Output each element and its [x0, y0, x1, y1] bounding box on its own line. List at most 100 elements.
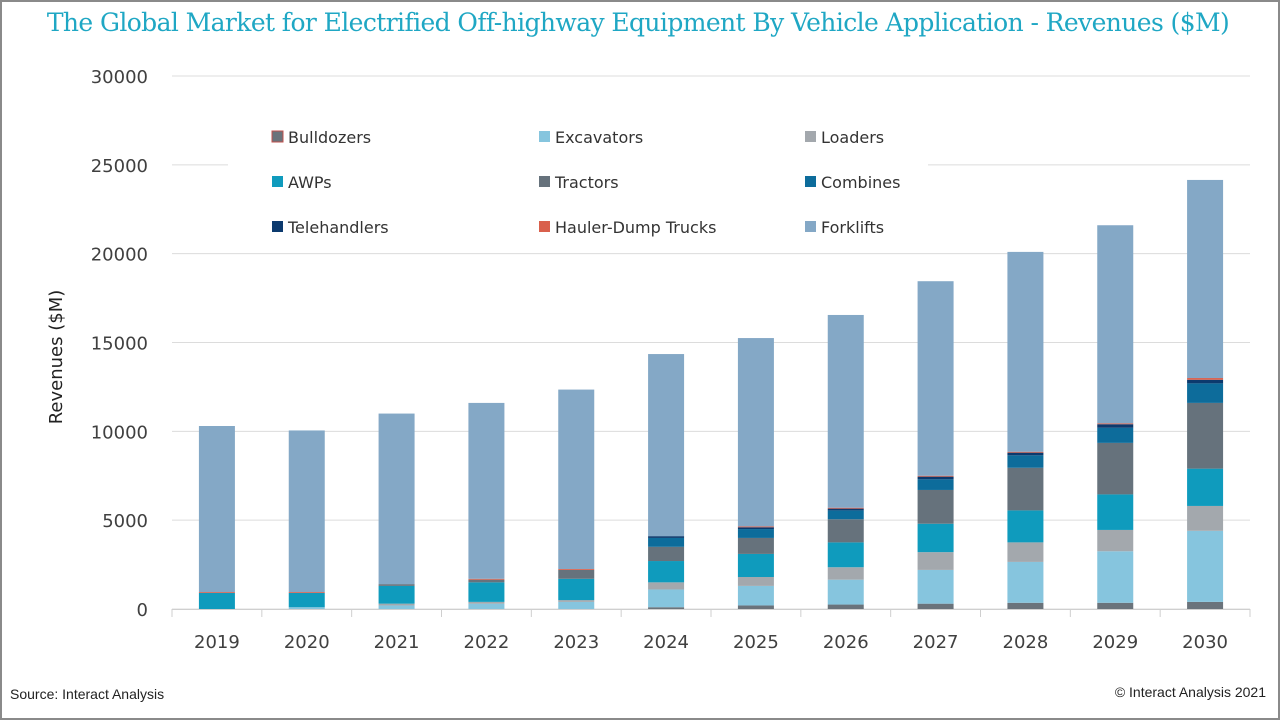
bar-segment-forklifts — [288, 430, 325, 593]
bar-segment-awps — [198, 593, 235, 609]
bar-segment-awps — [917, 523, 954, 553]
bar-segment-excavators — [378, 605, 415, 609]
bar-segment-tractors — [1007, 467, 1044, 511]
bar-stack-2022 — [468, 402, 505, 609]
bar-segment-forklifts — [558, 389, 595, 570]
bar-segment-excavators — [827, 579, 864, 605]
bar-stack-2025 — [737, 338, 774, 609]
bar-segment-telehandlers — [1007, 452, 1044, 456]
legend-swatch — [539, 131, 550, 142]
bar-segment-tractors — [468, 579, 505, 583]
legend-item-forklifts: Forklifts — [805, 218, 884, 237]
bar-stack-2020 — [288, 430, 325, 609]
x-tick-label: 2022 — [464, 632, 510, 653]
legend-label: AWPs — [288, 173, 332, 192]
bar-stack-2021 — [378, 413, 415, 609]
bar-segment-telehandlers — [1097, 424, 1134, 428]
chart-title: The Global Market for Electrified Off-hi… — [46, 8, 1230, 37]
bar-segment-bulldozers — [1187, 601, 1224, 609]
legend-item-telehandlers: Telehandlers — [272, 218, 389, 237]
bar-segment-loaders — [827, 567, 864, 580]
bar-segment-bulldozers — [648, 607, 685, 609]
bar-stack-2027 — [917, 281, 954, 609]
legend-label: Telehandlers — [287, 218, 389, 237]
legend-item-excavators: Excavators — [539, 128, 643, 147]
bar-stack-2028 — [1007, 251, 1044, 609]
legend-swatch — [272, 221, 283, 232]
bar-segment-bulldozers — [917, 603, 954, 609]
copyright-note: © Interact Analysis 2021 — [1114, 684, 1266, 700]
bar-segment-excavators — [558, 601, 595, 609]
legend-swatch — [805, 131, 816, 142]
bar-segment-awps — [827, 542, 864, 568]
legend-item-combines: Combines — [805, 173, 900, 192]
bar-segment-awps — [1187, 468, 1224, 506]
bar-segment-combines — [917, 479, 954, 490]
bar-segment-excavators — [917, 569, 954, 604]
y-axis-ticks: 0 5000 10000 15000 20000 25000 30000 — [91, 67, 148, 621]
bar-segment-loaders — [468, 601, 505, 604]
bar-segment-forklifts — [827, 314, 864, 508]
bars — [198, 179, 1224, 609]
legend-swatch — [539, 221, 550, 232]
bar-segment-combines — [1187, 383, 1224, 403]
bar-segment-awps — [1007, 510, 1044, 543]
bar-segment-tractors — [378, 584, 415, 586]
bar-segment-bulldozers — [737, 605, 774, 609]
bar-segment-forklifts — [648, 354, 685, 537]
bar-segment-awps — [1097, 494, 1134, 530]
bar-stack-2019 — [198, 426, 235, 609]
bar-segment-combines — [737, 529, 774, 538]
x-tick-label: 2029 — [1092, 632, 1138, 653]
bar-segment-awps — [378, 585, 415, 604]
y-tick-label: 25000 — [91, 156, 148, 177]
legend-label: Forklifts — [821, 218, 884, 237]
bar-segment-awps — [737, 553, 774, 578]
bar-segment-excavators — [288, 607, 325, 609]
bar-segment-forklifts — [198, 426, 235, 593]
legend-swatch — [539, 176, 550, 187]
y-tick-label: 0 — [137, 600, 148, 621]
legend-item-tractors: Tractors — [539, 173, 619, 192]
legend-swatch — [805, 221, 816, 232]
bar-segment-awps — [648, 561, 685, 583]
bar-stack-2023 — [558, 389, 595, 609]
bar-stack-2030 — [1187, 179, 1224, 609]
bar-segment-telehandlers — [827, 508, 864, 511]
bar-segment-loaders — [1097, 529, 1134, 552]
bar-segment-loaders — [1007, 542, 1044, 562]
bar-segment-tractors — [737, 537, 774, 554]
legend-swatch — [272, 176, 283, 187]
bar-segment-hauler-dump-trucks — [1007, 451, 1044, 453]
bar-segment-tractors — [648, 546, 685, 562]
bar-segment-tractors — [917, 489, 954, 524]
bar-segment-awps — [288, 593, 325, 608]
bar-segment-hauler-dump-trucks — [917, 475, 954, 477]
bar-segment-excavators — [468, 603, 505, 609]
legend-label: Bulldozers — [288, 128, 371, 147]
bar-segment-hauler-dump-trucks — [558, 569, 595, 570]
y-tick-label: 10000 — [91, 422, 148, 443]
bar-segment-bulldozers — [1097, 602, 1134, 609]
legend-item-hauler-dump-trucks: Hauler-Dump Trucks — [539, 218, 716, 237]
bar-segment-hauler-dump-trucks — [1187, 378, 1224, 380]
x-tick-label: 2027 — [913, 632, 959, 653]
bar-segment-hauler-dump-trucks — [737, 526, 774, 528]
legend: Bulldozers Excavators Loaders AWPs Tractors C… — [228, 110, 928, 250]
bar-segment-excavators — [648, 589, 685, 608]
bar-segment-excavators — [1097, 551, 1134, 603]
legend-swatch — [805, 176, 816, 187]
x-tick-label: 2030 — [1182, 632, 1228, 653]
bar-segment-telehandlers — [1187, 379, 1224, 384]
bar-segment-loaders — [1187, 505, 1224, 531]
legend-item-awps: AWPs — [272, 173, 332, 192]
x-tick-label: 2019 — [194, 632, 240, 653]
bar-segment-loaders — [558, 600, 595, 602]
bar-segment-tractors — [1097, 442, 1134, 495]
x-axis: 2019 2020 2021 2022 2023 2024 2025 2026 2027 2028… — [171, 609, 1251, 653]
bar-segment-forklifts — [468, 402, 505, 579]
bar-segment-combines — [827, 510, 864, 520]
bar-segment-excavators — [1187, 530, 1224, 602]
y-tick-label: 5000 — [102, 511, 148, 532]
